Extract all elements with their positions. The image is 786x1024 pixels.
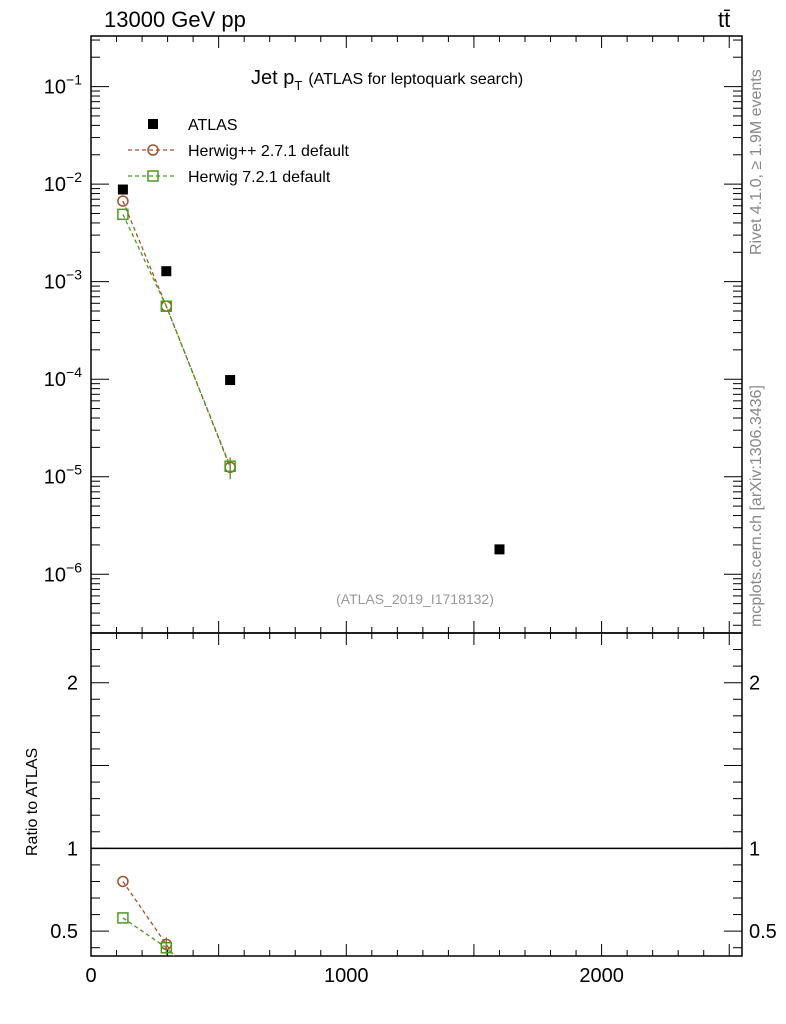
ratio-y-tick-label: 2 xyxy=(67,673,78,695)
herwigpp-ratio-point xyxy=(117,875,129,888)
y-tick-label: 10−4 xyxy=(44,364,82,391)
rivet-label: Rivet 4.1.0, ≥ 1.9M events xyxy=(748,69,765,255)
herwig7-ratio-point xyxy=(117,912,129,924)
legend-herwigpp-marker xyxy=(147,144,159,156)
y-tick-exp: −3 xyxy=(66,267,82,283)
ratio-y-tick-label-right: 0.5 xyxy=(749,921,777,943)
ratio-y-tick-label: 1 xyxy=(67,838,78,860)
y-tick-exp: −2 xyxy=(66,169,82,185)
atlas-point xyxy=(494,544,505,555)
x-tick-label: 1000 xyxy=(324,965,369,987)
y-tick-exp: −1 xyxy=(66,72,82,88)
legend-atlas-marker xyxy=(148,119,158,129)
y-tick-exp: −6 xyxy=(66,559,82,575)
herwig7-ratio-point xyxy=(160,941,173,954)
legend-herwig7-marker xyxy=(147,170,159,182)
x-axis-labels: 0 1000 2000 xyxy=(85,965,623,987)
legend-atlas-label: ATLAS xyxy=(188,117,238,134)
legend: ATLAS Herwig++ 2.7.1 default Herwig 7.2.1 … xyxy=(128,117,350,186)
y-tick-label: 10−1 xyxy=(44,72,82,99)
y-tick-label: 10−2 xyxy=(44,169,82,196)
y-tick-label: 10−3 xyxy=(44,267,82,294)
x-tick-label: 0 xyxy=(85,965,96,987)
y-tick-base: 10 xyxy=(44,369,66,391)
herwig7-line xyxy=(122,214,231,467)
chart-title-main: Jet p xyxy=(251,67,294,89)
herwigpp-point xyxy=(117,195,129,207)
ratio-y-tick-label: 0.5 xyxy=(50,921,78,943)
legend-herwig7-label: Herwig 7.2.1 default xyxy=(188,169,331,186)
atlas-point xyxy=(225,375,236,386)
chart-title-sub: T xyxy=(294,78,302,93)
y-tick-label: 10−5 xyxy=(44,462,82,489)
y-tick-label: 10−6 xyxy=(44,559,82,586)
atlas-point xyxy=(117,184,128,195)
ratio-frame xyxy=(90,632,743,957)
y-tick-base: 10 xyxy=(44,467,66,489)
y-tick-base: 10 xyxy=(44,174,66,196)
ratio-y-tick-label-right: 1 xyxy=(749,838,760,860)
x-tick-label: 2000 xyxy=(579,965,624,987)
y-tick-base: 10 xyxy=(44,77,66,99)
y-tick-exp: −4 xyxy=(66,364,82,380)
process-label: tt̄ xyxy=(718,7,730,32)
y-tick-base: 10 xyxy=(44,564,66,586)
energy-label: 13000 GeV pp xyxy=(104,7,246,32)
y-tick-exp: −5 xyxy=(66,462,82,478)
ratio-y-tick-label-right: 2 xyxy=(749,673,760,695)
chart-title: Jet pT (ATLAS for leptoquark search) xyxy=(251,67,523,93)
herwig7-point xyxy=(160,300,173,312)
herwig7-point xyxy=(117,208,129,221)
atlas-point xyxy=(161,266,172,277)
chart-title-rest: (ATLAS for leptoquark search) xyxy=(308,71,523,88)
legend-herwigpp-label: Herwig++ 2.7.1 default xyxy=(188,143,350,160)
y-tick-base: 10 xyxy=(44,272,66,294)
mcplots-label: mcplots.cern.ch [arXiv:1306.3436] xyxy=(748,385,765,627)
herwig7-point xyxy=(224,460,236,473)
ratio-ylabel: Ratio to ATLAS xyxy=(24,748,41,856)
ratio-panel: 0.5 0.5 1 1 2 2 Ratio to ATLAS xyxy=(24,632,777,957)
main-panel: 10−110−210−310−410−510−6 Jet pT (ATLAS fo… xyxy=(44,35,743,634)
analysis-id: (ATLAS_2019_I1718132) xyxy=(336,591,494,607)
